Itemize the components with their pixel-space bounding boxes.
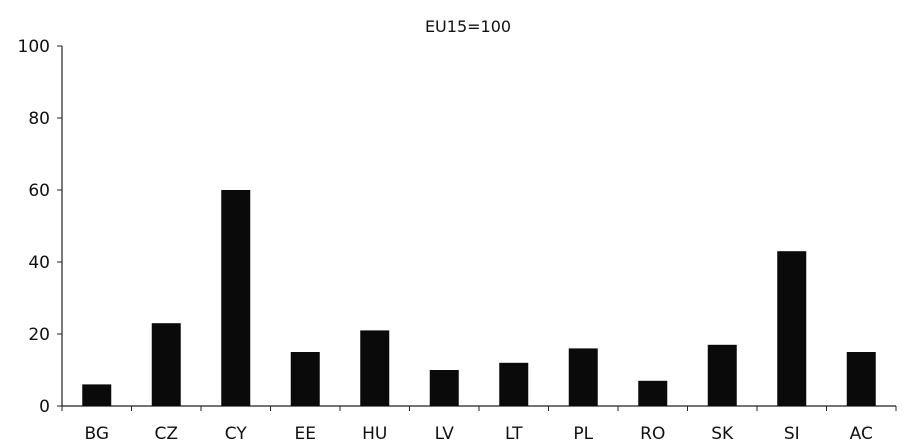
bar-series (82, 190, 876, 406)
x-tick-label: CY (225, 424, 248, 444)
bar-cy (221, 190, 251, 406)
x-tick-label: RO (640, 424, 665, 444)
x-tick-label: LT (505, 424, 523, 444)
bar-ro (638, 380, 668, 406)
x-tick-label: BG (84, 424, 109, 444)
bar-lt (499, 362, 529, 406)
x-tick-label: CZ (154, 424, 178, 444)
x-tick-label: LV (435, 424, 455, 444)
x-tick-label: HU (362, 424, 387, 444)
bar-lv (429, 370, 459, 406)
y-tick-label: 0 (39, 397, 50, 417)
y-axis: 0 20 40 60 80 100 (18, 37, 63, 417)
bar-bg (82, 384, 112, 406)
bar-si (777, 251, 807, 406)
x-tick-label: PL (573, 424, 593, 444)
bar-ac (846, 352, 876, 406)
x-tick-label: SK (711, 424, 734, 444)
chart-title: EU15=100 (425, 17, 511, 36)
y-tick-label: 20 (28, 325, 50, 345)
bar-cz (151, 323, 181, 406)
bar-hu (360, 330, 390, 406)
y-tick-label: 80 (28, 109, 50, 129)
y-tick-label: 100 (18, 37, 50, 57)
x-tick-label: SI (784, 424, 800, 444)
y-tick-label: 40 (28, 253, 50, 273)
y-tick-label: 60 (28, 181, 50, 201)
x-tick-label: EE (295, 424, 316, 444)
bar-pl (568, 348, 598, 406)
x-axis: BG CZ CY EE HU LV LT PL RO SK SI AC (61, 405, 897, 444)
bar-sk (707, 344, 737, 406)
bar-ee (290, 352, 320, 406)
x-tick-label: AC (850, 424, 873, 444)
